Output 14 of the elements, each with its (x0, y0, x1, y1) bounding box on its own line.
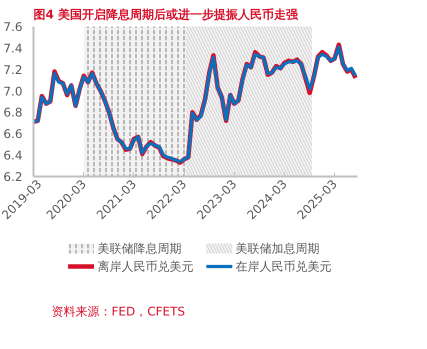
legend-label: 离岸人民币兑美元 (97, 260, 194, 274)
y-tick-label: 6.8 (3, 106, 23, 120)
y-tick-label: 7.4 (3, 41, 23, 56)
text: 资料来源：FED，CFETS (52, 304, 186, 318)
legend-label: 美联储加息周期 (236, 242, 320, 256)
y-tick-label: 6.6 (3, 127, 23, 142)
legend-label: 在岸人民币兑美元 (236, 260, 332, 274)
y-tick-label: 6.4 (3, 148, 23, 163)
chart-title: 图4 美国开启降息周期后或进一步提振人民币走强 (34, 8, 300, 22)
y-tick-label: 6.2 (3, 170, 23, 184)
legend-label: 美联储降息周期 (97, 242, 182, 256)
y-tick-label: 7.2 (3, 62, 23, 77)
y-tick-label: 7.6 (3, 20, 23, 34)
y-tick-label: 7.0 (3, 84, 23, 98)
